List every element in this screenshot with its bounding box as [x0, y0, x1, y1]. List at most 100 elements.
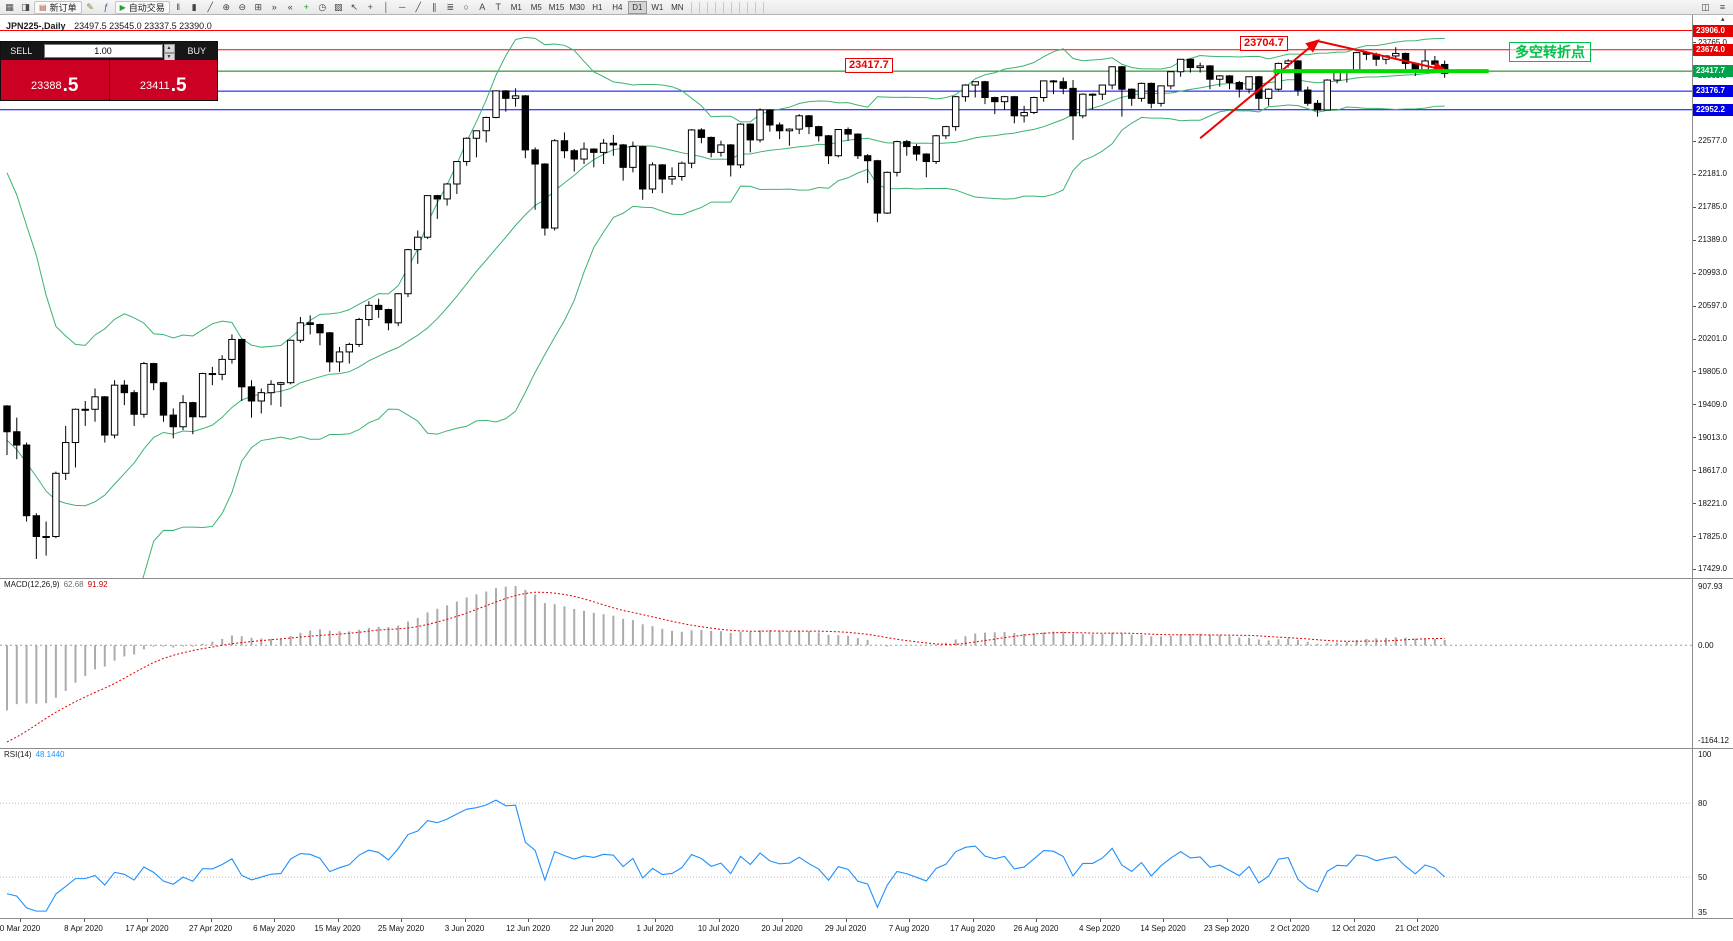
shapes-icon[interactable]: ○ — [463, 1, 469, 12]
price-tick-label: 19013.0 — [1698, 432, 1727, 442]
tf-m5[interactable]: M5 — [530, 2, 542, 12]
vertical-line-icon[interactable]: │ — [383, 1, 390, 12]
candle — [854, 133, 862, 160]
time-tick-mark — [1353, 918, 1355, 922]
templates-icon[interactable]: ▨ — [333, 1, 343, 12]
macd-pane[interactable] — [0, 578, 1692, 748]
horizontal-line-icon[interactable]: ─ — [399, 1, 406, 12]
trend-arrow-2[interactable] — [1317, 40, 1448, 74]
candle — [560, 132, 569, 159]
candle — [228, 334, 236, 364]
buy-button[interactable]: 23411 .5 — [109, 60, 217, 100]
time-tick-mark — [718, 918, 720, 922]
autotrading-button[interactable]: ▶ 自动交易 — [114, 0, 170, 14]
metaeditor-icon[interactable]: ✎ — [86, 1, 94, 12]
candle — [1176, 58, 1185, 77]
time-tick-mark — [782, 918, 783, 922]
auto-scroll-icon[interactable]: » — [271, 1, 277, 12]
price-tick-label: 18221.0 — [1698, 498, 1727, 508]
tf-mn[interactable]: MN — [671, 2, 684, 12]
axis-scroll-marker-icon: ▴ — [1721, 16, 1725, 23]
indicators-icon[interactable]: + — [303, 1, 309, 12]
zoom-in-icon[interactable]: ⊕ — [222, 1, 231, 12]
price-tick-mark — [1692, 568, 1696, 570]
sell-price-big: .5 — [62, 75, 79, 96]
price-line-label: 23176.7 — [1693, 85, 1733, 98]
candle — [71, 408, 80, 468]
market-watch-icon[interactable]: ◫ — [1701, 2, 1710, 12]
crosshair-icon[interactable]: + — [367, 1, 373, 12]
candlestick-chart-icon[interactable]: ▮ — [191, 1, 197, 12]
sell-button[interactable]: 23388 .5 — [1, 60, 110, 100]
toolbar-separator — [730, 1, 732, 13]
line-chart-icon[interactable]: ╱ — [207, 1, 213, 12]
candle — [326, 331, 334, 372]
candle — [169, 408, 177, 439]
candle — [394, 292, 402, 327]
price-tick-mark — [1692, 239, 1696, 241]
text-icon[interactable]: A — [479, 1, 486, 12]
trend-arrow-1[interactable] — [1199, 39, 1320, 140]
candle — [32, 513, 41, 559]
tf-m1[interactable]: M1 — [510, 2, 522, 12]
candle — [335, 346, 344, 372]
price-tick-label: 20597.0 — [1698, 301, 1727, 311]
bar-chart-icon[interactable]: ‖ — [176, 1, 181, 12]
sell-tab[interactable]: SELL — [10, 46, 33, 56]
volume-input[interactable] — [43, 44, 163, 58]
tf-d1[interactable]: D1 — [627, 0, 647, 14]
rsi-axis-label: 80 — [1698, 799, 1707, 809]
tf-h1[interactable]: H1 — [592, 2, 603, 12]
tile-windows-icon[interactable]: ⊞ — [254, 1, 263, 12]
terminal-icon[interactable]: ≡ — [1719, 2, 1726, 12]
candle — [834, 129, 842, 158]
profiles-icon[interactable]: ◨ — [21, 1, 30, 12]
candle — [433, 194, 442, 219]
autotrading-icon: ▶ — [119, 2, 126, 12]
main-chart[interactable] — [0, 15, 1692, 578]
time-tick-mark — [1290, 918, 1291, 922]
candle — [1235, 80, 1243, 98]
price-tick-label: 23765.0 — [1698, 37, 1727, 47]
turning-point-label[interactable]: 多空转折点 — [1509, 42, 1591, 62]
toolbar-separator — [698, 1, 700, 13]
tf-m15[interactable]: M15 — [548, 2, 565, 12]
price-tick-label: 19409.0 — [1698, 399, 1727, 409]
fibonacci-icon[interactable]: ≣ — [446, 1, 455, 12]
trendline-icon[interactable]: ╱ — [415, 1, 421, 12]
expert-advisors-icon[interactable]: ƒ — [103, 1, 109, 12]
tf-m30[interactable]: M30 — [569, 2, 585, 12]
time-tick-mark — [83, 918, 85, 922]
zoom-out-icon[interactable]: ⊖ — [238, 1, 247, 12]
candle — [1216, 75, 1224, 87]
candle — [316, 323, 324, 346]
price-annotation-label-23417[interactable]: 23417.7 — [845, 58, 893, 73]
buy-tab[interactable]: BUY — [187, 46, 206, 56]
price-annotation-label-23704[interactable]: 23704.7 — [1240, 36, 1288, 51]
channel-icon[interactable]: ∥ — [432, 1, 437, 12]
text-label-icon[interactable]: T — [495, 1, 502, 12]
candle — [443, 183, 451, 206]
candle — [805, 114, 813, 135]
candle — [1323, 79, 1331, 111]
candle — [648, 162, 657, 194]
tf-w1[interactable]: W1 — [651, 2, 664, 12]
candle — [912, 144, 921, 161]
rsi-pane-divider[interactable] — [0, 748, 1733, 749]
time-tick-label: 15 May 2020 — [314, 924, 361, 933]
rsi-pane[interactable] — [0, 748, 1692, 918]
new-order-button[interactable]: ▤ 新订单 — [34, 0, 82, 14]
volume-up-button[interactable]: ▲ — [163, 44, 175, 53]
candle — [531, 147, 539, 210]
time-tick-label: 25 May 2020 — [377, 924, 425, 933]
chart-shift-icon[interactable]: « — [287, 1, 293, 12]
candle — [1039, 80, 1048, 102]
macd-pane-divider[interactable] — [0, 578, 1733, 579]
periods-icon[interactable]: ◷ — [318, 1, 327, 12]
time-tick-mark — [591, 918, 593, 922]
candle — [1128, 88, 1136, 106]
new-chart-icon[interactable]: ▦ — [5, 1, 14, 12]
cursor-icon[interactable]: ↖ — [350, 1, 359, 12]
time-tick-label: 0 Mar 2020 — [0, 924, 41, 933]
tf-h4[interactable]: H4 — [612, 2, 623, 12]
